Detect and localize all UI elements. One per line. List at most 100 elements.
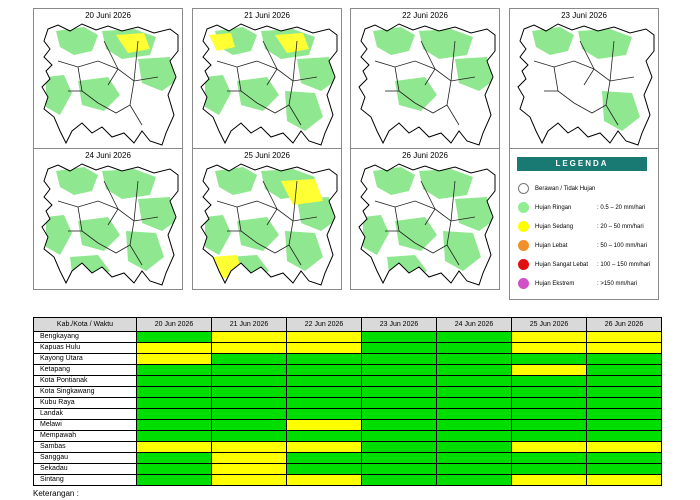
moderate-rain-cell [136, 441, 212, 453]
legend-item: Hujan Sangat Lebat: 100 – 150 mm/hari [518, 259, 658, 271]
light-rain-cell [436, 342, 512, 354]
light-rain-cell [586, 430, 662, 442]
map-panel: 21 Juni 2026 [192, 8, 342, 150]
light-rain-cell [286, 364, 362, 376]
note-label: Keterangan : [33, 489, 79, 498]
light-rain-area [373, 167, 415, 195]
legend-color-swatch [518, 202, 529, 213]
district-border [374, 200, 436, 210]
light-rain-area [56, 27, 98, 55]
light-rain-cell [361, 375, 437, 387]
table-date-header: 22 Jun 2026 [286, 317, 362, 332]
district-border [450, 180, 456, 222]
moderate-rain-cell [586, 441, 662, 453]
light-rain-cell [511, 419, 587, 431]
province-outline [358, 163, 496, 286]
legend-color-swatch [518, 278, 529, 289]
light-rain-cell [436, 397, 512, 409]
light-rain-cell [211, 375, 287, 387]
moderate-rain-cell [511, 342, 587, 354]
legend-item-name: Hujan Lebat [535, 243, 568, 249]
light-rain-cell [361, 408, 437, 420]
province-outline [517, 23, 655, 146]
table-header-label: Kab./Kota / Waktu [33, 317, 137, 332]
table-row: Kota Singkawang [33, 386, 662, 398]
light-rain-cell [136, 408, 212, 420]
light-rain-cell [361, 386, 437, 398]
legend-color-swatch [518, 221, 529, 232]
map-image [358, 23, 496, 146]
legend-item: Hujan Ringan: 0.5 – 20 mm/hari [518, 202, 658, 214]
legend-color-swatch [518, 259, 529, 270]
light-rain-cell [211, 397, 287, 409]
regency-name: Kayong Utara [33, 353, 137, 365]
light-rain-cell [511, 353, 587, 365]
map-panel: 20 Juni 2026 [33, 8, 183, 150]
light-rain-cell [211, 364, 287, 376]
table-row: Kapuas Hulu [33, 342, 662, 354]
regency-name: Sintang [33, 474, 137, 486]
moderate-rain-cell [211, 452, 287, 464]
light-rain-cell [286, 463, 362, 475]
map-date-label: 25 Juni 2026 [244, 151, 290, 160]
light-rain-area [419, 29, 473, 59]
light-rain-cell [136, 452, 212, 464]
district-border [216, 60, 278, 70]
map-image [41, 163, 179, 286]
regency-name: Ketapang [33, 364, 137, 376]
light-rain-cell [361, 430, 437, 442]
map-image [517, 23, 655, 146]
light-rain-cell [361, 342, 437, 354]
moderate-rain-cell [511, 441, 587, 453]
moderate-rain-cell [286, 342, 362, 354]
light-rain-cell [361, 419, 437, 431]
light-rain-cell [511, 386, 587, 398]
regency-name: Landak [33, 408, 137, 420]
light-rain-area [215, 167, 257, 195]
legend-color-swatch [518, 183, 529, 194]
light-rain-cell [286, 408, 362, 420]
regency-name: Melawi [33, 419, 137, 431]
map-image [41, 23, 179, 146]
light-rain-cell [286, 397, 362, 409]
light-rain-area [205, 215, 231, 255]
light-rain-cell [286, 452, 362, 464]
district-border [533, 60, 595, 70]
moderate-rain-cell [211, 474, 287, 486]
light-rain-cell [436, 463, 512, 475]
map-panel: 25 Juni 2026 [192, 148, 342, 290]
district-border [573, 102, 607, 114]
district-border [374, 60, 436, 70]
table-row: Kayong Utara [33, 353, 662, 365]
light-rain-area [297, 57, 335, 91]
light-rain-cell [361, 463, 437, 475]
district-border [292, 40, 298, 82]
light-rain-cell [286, 430, 362, 442]
table-row: Melawi [33, 419, 662, 431]
light-rain-cell [436, 375, 512, 387]
light-rain-cell [286, 386, 362, 398]
light-rain-cell [211, 419, 287, 431]
light-rain-area [443, 231, 481, 271]
table-row: Sanggau [33, 452, 662, 464]
legend-item-range: : 0.5 – 20 mm/hari [597, 205, 646, 211]
light-rain-cell [286, 375, 362, 387]
moderate-rain-cell [511, 474, 587, 486]
moderate-rain-cell [586, 331, 662, 343]
moderate-rain-area [116, 33, 150, 53]
regency-name: Bengkayang [33, 331, 137, 343]
light-rain-area [395, 217, 437, 251]
light-rain-cell [136, 386, 212, 398]
light-rain-area [419, 169, 473, 199]
legend-item-name: Hujan Ekstrem [535, 281, 575, 287]
map-image [200, 163, 338, 286]
light-rain-cell [586, 419, 662, 431]
light-rain-area [297, 197, 335, 231]
light-rain-cell [136, 397, 212, 409]
province-outline [200, 23, 338, 146]
light-rain-cell [361, 353, 437, 365]
map-date-label: 23 Juni 2026 [561, 11, 607, 20]
light-rain-area [78, 217, 120, 251]
light-rain-cell [586, 353, 662, 365]
light-rain-cell [286, 353, 362, 365]
